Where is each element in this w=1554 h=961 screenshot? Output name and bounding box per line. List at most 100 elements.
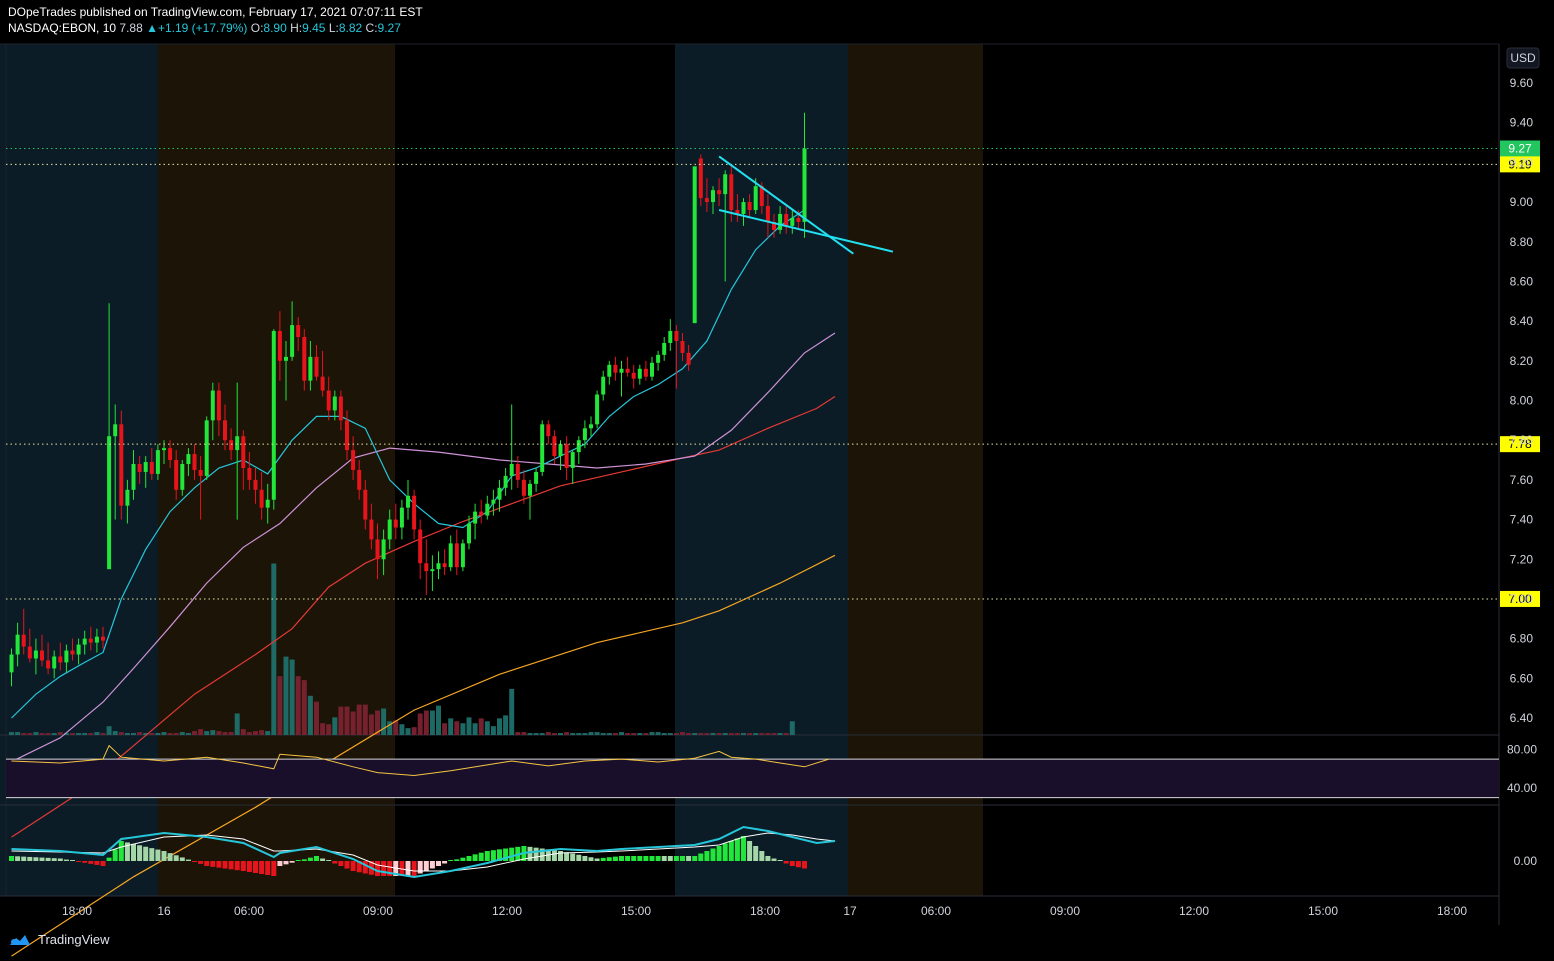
price-label-text: 7.00 [1508,592,1532,606]
macd-histogram-bar [588,857,594,861]
candle-body [485,503,490,516]
y-tick-label: 6.60 [1510,671,1534,685]
candle-body [570,452,575,468]
candle [412,489,417,540]
close-value: 9.27 [377,21,401,35]
candle [399,499,404,540]
volume-bar [155,733,161,735]
candle [613,356,618,381]
candle-body [284,356,288,361]
volume-bar [594,732,600,735]
price-label-bg [1500,590,1540,607]
trendlines[interactable] [718,155,894,255]
volume-bar [533,733,539,735]
y-tick-label: 9.60 [1510,76,1534,90]
volume-bar [161,732,167,735]
price-axis[interactable]: USD 9.27 9.19 7.78 7.00 9.60 9.40 9.20 9.00 8.80… [1500,47,1540,868]
macd-histogram-bar [704,851,710,861]
macd-histogram-bar [570,853,576,861]
volume-bar [423,710,429,735]
macd-histogram-bar [15,856,21,861]
candle [772,213,776,238]
macd-histogram-bar [259,861,265,874]
volume-bar [460,723,466,735]
candle [174,450,179,500]
candle-body [58,656,63,663]
macd-zero-label: 0.00 [1514,854,1538,868]
candle [290,301,295,361]
high-value: 9.45 [302,21,326,35]
candle-body [131,464,136,490]
candle [387,509,392,550]
macd-histogram-bar [179,857,185,861]
candle [125,479,130,524]
macd-histogram-bar [680,856,685,861]
candle-body [686,352,691,365]
volume-bar [436,705,441,735]
macd-histogram-bar [271,861,277,876]
candle [259,471,264,520]
time-axis[interactable]: 18:00 16 06:00 09:00 12:00 15:00 18:00 17 06:00 0… [62,904,1467,918]
candle-body [149,462,154,474]
candle-body [155,450,160,474]
candle-body [216,390,221,421]
candle-body [741,202,746,214]
symbol-name[interactable]: NASDAQ:EBON, 10 [8,21,117,35]
macd-histogram-bar [33,857,39,861]
volume-bar [429,710,435,735]
macd-histogram-bar [771,858,777,861]
candle-body [375,539,380,560]
volume-bar [454,721,460,735]
volume-bar [100,733,106,735]
macd-histogram-bar [448,860,454,861]
candle-body [21,634,26,647]
volume-bar [320,723,326,735]
tradingview-brand: TradingView [38,932,110,947]
candle-body [113,424,118,437]
candle [180,460,185,496]
candle-body [564,444,569,468]
volume-bar [179,732,185,735]
candle-body [582,428,587,441]
candle [149,448,154,480]
candle-body [180,464,185,490]
volume-bar [588,732,594,735]
volume-bar [619,732,624,735]
up-arrow-icon: ▲ [146,21,158,35]
candle [765,194,770,238]
macd-histogram-bar [210,861,216,867]
y-tick-label: 8.40 [1510,314,1534,328]
candle [473,503,478,540]
price-label-text: 9.27 [1508,141,1532,155]
candle [570,450,575,484]
macd-histogram-bar [106,857,112,861]
volume-bar [783,733,789,735]
macd-histogram-bar [661,856,667,861]
candle [692,166,697,324]
volume-bar [417,713,423,735]
volume-bar [631,733,637,735]
x-tick-label: 16 [157,904,171,918]
candle-body [314,356,319,377]
volume-bar [295,676,301,735]
volume-bar [112,731,118,735]
candle-body [162,448,166,451]
candle [424,539,429,595]
candle [155,444,160,480]
candle [332,390,337,421]
candle-body [198,469,203,476]
candle [21,608,26,655]
volume-bar [277,676,283,735]
volume-bar [326,724,332,735]
candle-body [631,372,636,379]
macd-histogram-bar [564,852,570,861]
volume-bar [350,711,356,735]
macd-histogram-bar [246,861,252,872]
volume-bar [490,726,496,735]
volume-bar [710,733,716,735]
volume-bar [204,731,210,735]
candle [418,519,423,580]
volume-bar [704,733,710,735]
candle-body [210,390,215,421]
